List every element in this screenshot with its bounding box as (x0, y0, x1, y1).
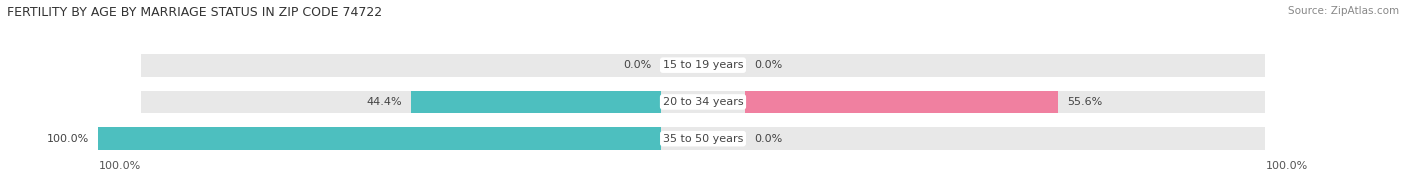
Text: Source: ZipAtlas.com: Source: ZipAtlas.com (1288, 6, 1399, 16)
Text: 100.0%: 100.0% (1265, 161, 1308, 171)
Bar (703, 91, 1265, 113)
Text: 0.0%: 0.0% (755, 134, 783, 144)
Bar (141, 127, 703, 150)
Bar (703, 127, 1265, 150)
Text: 0.0%: 0.0% (755, 60, 783, 70)
Text: FERTILITY BY AGE BY MARRIAGE STATUS IN ZIP CODE 74722: FERTILITY BY AGE BY MARRIAGE STATUS IN Z… (7, 6, 382, 19)
Bar (98, 127, 661, 150)
Text: 0.0%: 0.0% (623, 60, 651, 70)
Bar (745, 91, 1057, 113)
Bar (411, 91, 661, 113)
Text: 44.4%: 44.4% (367, 97, 402, 107)
Bar (141, 54, 703, 77)
Text: 20 to 34 years: 20 to 34 years (662, 97, 744, 107)
Bar (703, 54, 1265, 77)
Text: 55.6%: 55.6% (1067, 97, 1102, 107)
Text: 100.0%: 100.0% (48, 134, 90, 144)
Bar (141, 91, 703, 113)
Text: 35 to 50 years: 35 to 50 years (662, 134, 744, 144)
Text: 15 to 19 years: 15 to 19 years (662, 60, 744, 70)
Text: 100.0%: 100.0% (98, 161, 141, 171)
